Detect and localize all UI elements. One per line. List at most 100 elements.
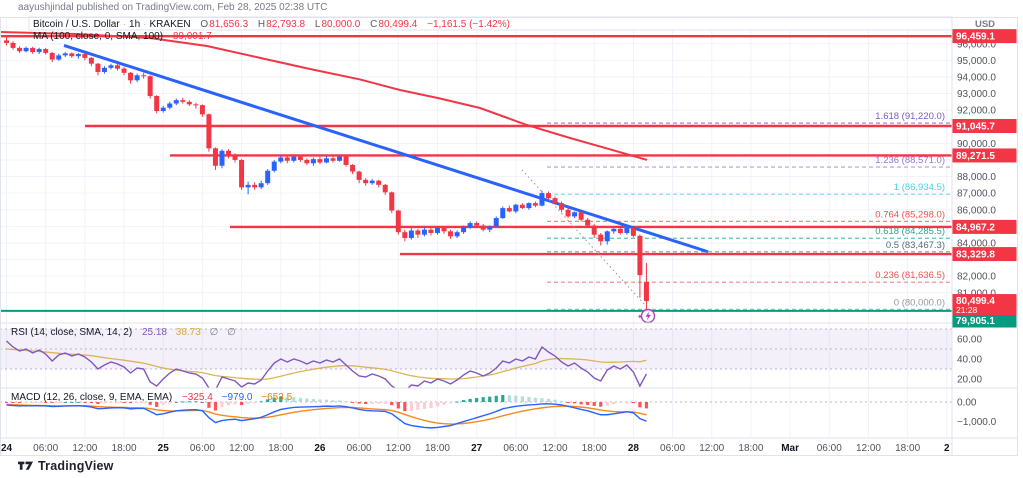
candle (49, 52, 55, 60)
candle (304, 159, 310, 164)
macd-histogram-bar (115, 402, 120, 403)
macd-histogram-bar (331, 400, 335, 402)
candle (82, 54, 88, 58)
candle (206, 114, 212, 149)
macd-histogram-bar (57, 402, 61, 403)
candle (434, 228, 440, 233)
time-tick: 06:00 (33, 443, 58, 454)
macd-histogram-bar (161, 402, 165, 406)
candle (23, 47, 29, 52)
macd-histogram-bar (409, 402, 413, 411)
candle (343, 156, 349, 165)
candle (513, 204, 519, 212)
candle (173, 100, 179, 104)
currency-label: USD (975, 19, 995, 30)
candle (395, 210, 401, 233)
macd-histogram-bar (305, 398, 309, 402)
candle (310, 159, 316, 164)
candle (297, 156, 303, 160)
macd-histogram-bar (462, 400, 466, 402)
candle (147, 76, 153, 97)
fib-label: 1.618 (91,220.0) (875, 111, 945, 122)
macd-histogram-bar (142, 402, 146, 403)
candle (376, 180, 382, 185)
macd-histogram-bar (448, 402, 453, 404)
candle (95, 63, 101, 72)
time-tick: 12:00 (699, 443, 724, 454)
macd-histogram-bar (168, 402, 172, 404)
macd-histogram-bar (253, 402, 257, 403)
time-tick: 28 (628, 443, 640, 454)
candle (226, 150, 232, 155)
macd-histogram-bar (181, 401, 185, 403)
candle (519, 204, 525, 209)
current-price-flag (952, 294, 1017, 316)
candle (565, 209, 571, 217)
macd-histogram-bar (76, 401, 80, 403)
candle (193, 104, 199, 106)
candle (258, 183, 264, 188)
candle (337, 156, 343, 161)
macd-histogram-bar (213, 402, 218, 411)
macd-histogram-bar (350, 402, 355, 403)
macd-histogram-bar (403, 402, 407, 412)
macd-histogram-bar (514, 395, 518, 402)
price-axis[interactable]: USD 96,000.0 95,000.0 94,000.0 93,000.0 92,00… (952, 19, 1017, 428)
time-tick: Mar (781, 443, 799, 454)
candle (219, 150, 225, 166)
macd-histogram-bar (501, 395, 505, 402)
macd-histogram-bar (102, 402, 107, 404)
time-tick: 2 (944, 443, 950, 454)
macd-line (6, 403, 647, 429)
macd-histogram-bar (390, 402, 394, 406)
candle (532, 203, 538, 206)
macd-histogram-bar (566, 402, 570, 403)
candle (545, 193, 551, 199)
candle (480, 225, 486, 230)
macd-histogram-bar (187, 401, 191, 403)
macd-histogram-bar (644, 402, 649, 409)
macd-histogram-bar (442, 402, 446, 405)
macd-histogram-bar (383, 402, 387, 404)
time-tick: 18:00 (582, 443, 607, 454)
candle (252, 184, 258, 188)
macd-histogram-bar (239, 402, 244, 406)
macd-histogram-bar (155, 402, 159, 407)
candle (199, 105, 205, 115)
time-tick: 12:00 (229, 443, 254, 454)
horizontal-lines-layer (0, 34, 952, 312)
tradingview-logo-icon (18, 461, 33, 470)
candles-layer (4, 36, 649, 310)
macd-histogram-bar (89, 402, 93, 403)
candle (356, 171, 362, 180)
projection-dotted (521, 169, 647, 307)
svg-text:80,499.4: 80,499.4 (956, 296, 995, 307)
rsi-tick: 60.00 (957, 335, 982, 346)
trendline-layer (63, 43, 709, 307)
candle (408, 230, 414, 238)
macd-histogram-bar (11, 402, 15, 403)
time-tick: 18:00 (895, 443, 920, 454)
candle (271, 161, 277, 171)
macd-histogram-bar (337, 400, 342, 402)
candle (17, 47, 23, 52)
descending-trendline (63, 43, 709, 254)
candle (559, 203, 565, 210)
tradingview-logo[interactable]: TradingView (18, 459, 114, 473)
macd-histogram-bar (311, 399, 316, 402)
price-tick: 95,000.0 (957, 56, 996, 67)
time-tick: 26 (314, 443, 326, 454)
macd-histogram-bar (592, 402, 596, 406)
macd-histogram-bar (396, 402, 400, 409)
macd-tick: 0.00 (957, 398, 977, 409)
macd-histogram-bar (559, 400, 564, 402)
time-axis[interactable]: 24 06:00 12:00 18:00 25 06:00 12:00 18:00 26 06:0… (1, 443, 950, 454)
candle (552, 198, 558, 204)
macd-histogram-bar (520, 396, 524, 402)
macd-histogram-bar (540, 398, 544, 402)
candle (382, 184, 388, 193)
svg-text:89,271.5: 89,271.5 (956, 151, 995, 162)
candle (134, 75, 140, 81)
macd-histogram-bar (37, 402, 41, 403)
